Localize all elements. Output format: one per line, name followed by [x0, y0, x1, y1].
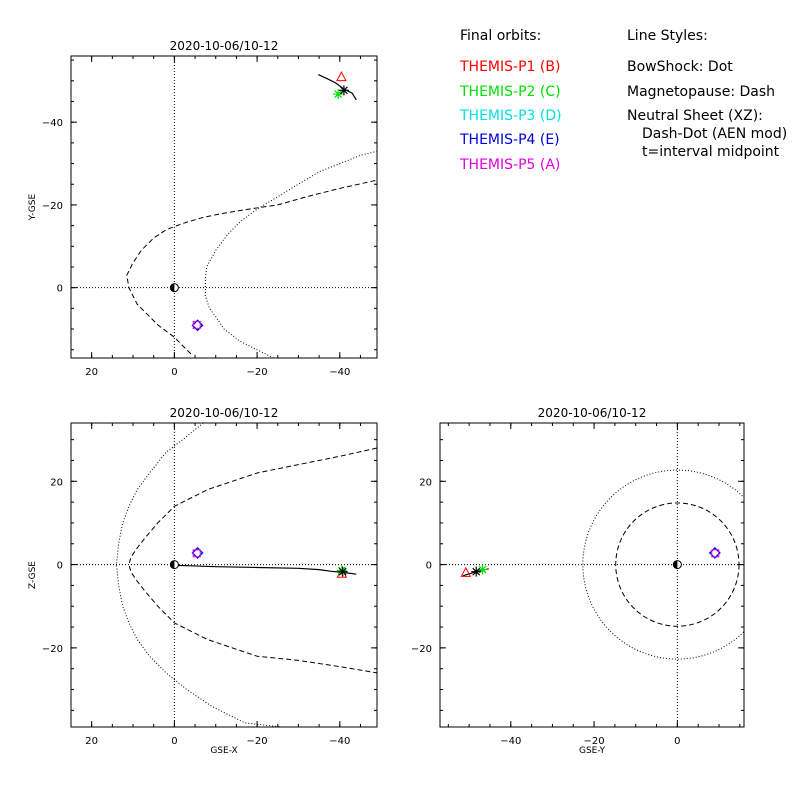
marker-p5-square — [711, 549, 720, 558]
panel-title: 2020-10-06/10-12 — [170, 406, 279, 420]
x-tick-label: −20 — [584, 736, 605, 747]
marker-all-asterisk — [338, 85, 349, 96]
legend-orbits-title: Final orbits: — [460, 28, 541, 44]
earth-night-side — [673, 560, 678, 569]
legend-style-midpoint: t=interval midpoint — [642, 144, 780, 160]
y-tick-label: −20 — [42, 201, 63, 212]
x-tick-label: 20 — [85, 367, 98, 378]
x-tick-label: −40 — [500, 736, 521, 747]
y-axis-title: Z-GSE — [28, 561, 38, 589]
panel-title: 2020-10-06/10-12 — [538, 406, 647, 420]
legend-orbit-p5: THEMIS-P5 (A) — [459, 157, 560, 173]
marker-p1-triangle — [460, 566, 472, 577]
legend-style-magnetopause: Magnetopause: Dash — [627, 84, 775, 100]
plot-area — [71, 56, 377, 358]
y-tick-label: 0 — [57, 561, 63, 572]
x-tick-label: −20 — [247, 367, 268, 378]
panel-xz-plot: 2020-10-06/10-12 20 0 −20 −40 20 0 −20 GSE-X Z-GS… — [28, 406, 378, 756]
x-axis-title: GSE-X — [210, 746, 237, 756]
y-tick-label: −20 — [411, 644, 432, 655]
orbit-trace — [173, 564, 357, 575]
y-tick-label: −20 — [42, 644, 63, 655]
legend: Final orbits: THEMIS-P1 (B) THEMIS-P2 (C… — [459, 28, 787, 173]
marker-p2-asterisk — [333, 89, 344, 100]
y-tick-label: −40 — [42, 118, 63, 129]
legend-orbit-p2: THEMIS-P2 (C) — [459, 84, 561, 100]
bow-shock-circle — [582, 469, 744, 660]
marker-p4-diamond — [191, 319, 204, 332]
x-axis-title: GSE-Y — [579, 746, 606, 756]
marker-all-asterisk — [337, 566, 348, 577]
legend-orbit-p3: THEMIS-P3 (D) — [459, 108, 562, 124]
panel-xy-plot: 2020-10-06/10-12 20 0 −20 −40 −40 −20 0 Y-GSE — [28, 39, 378, 378]
marker-p5-square — [192, 320, 201, 329]
y-axis-title: Y-GSE — [28, 194, 38, 222]
y-tick-label: 0 — [57, 284, 63, 295]
legend-style-neutral-sheet: Neutral Sheet (XZ): — [627, 108, 763, 124]
x-tick-label: 0 — [171, 736, 177, 747]
plot-frame — [70, 422, 378, 728]
plot-area — [71, 423, 377, 727]
y-tick-label: 20 — [419, 477, 432, 488]
plot-frame — [439, 422, 745, 728]
bow-shock-curve — [115, 423, 282, 727]
panel-title: 2020-10-06/10-12 — [170, 39, 279, 53]
marker-p5-square — [192, 549, 201, 558]
x-tick-label: 20 — [85, 736, 98, 747]
x-tick-label: 0 — [674, 736, 680, 747]
marker-p1-triangle — [336, 71, 347, 82]
earth-night-side — [170, 283, 175, 292]
bow-shock-curve — [204, 150, 377, 358]
earth-night-side — [170, 560, 175, 569]
y-tick-label: 20 — [50, 477, 63, 488]
legend-style-dashdot: Dash-Dot (AEN mod) — [642, 126, 787, 142]
plot-frame — [70, 55, 378, 359]
x-tick-label: 0 — [171, 367, 177, 378]
marker-p2-asterisk — [477, 564, 488, 575]
plot-area — [440, 423, 744, 727]
magnetopause-curve — [126, 179, 377, 355]
x-tick-label: −20 — [247, 736, 268, 747]
orbit-trace — [318, 74, 357, 101]
magnetopause-curve — [128, 447, 377, 674]
x-tick-label: −40 — [329, 736, 350, 747]
y-tick-label: 0 — [426, 561, 432, 572]
legend-orbit-p4: THEMIS-P4 (E) — [459, 132, 560, 148]
legend-style-bowshock: BowShock: Dot — [627, 59, 733, 75]
marker-all-asterisk — [471, 566, 482, 577]
x-tick-label: −40 — [329, 367, 350, 378]
marker-p4-diamond — [191, 547, 204, 559]
legend-orbit-p1: THEMIS-P1 (B) — [459, 59, 560, 75]
legend-styles-title: Line Styles: — [627, 28, 708, 44]
